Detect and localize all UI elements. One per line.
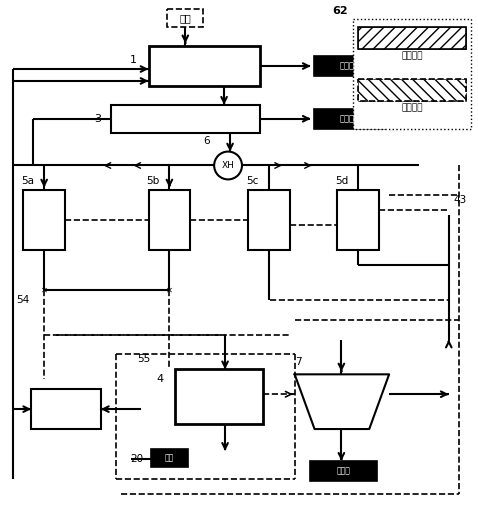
Text: 5b: 5b [147,176,160,187]
Text: 3: 3 [94,114,101,124]
Bar [23,190,65,250]
Bar [31,389,101,429]
Text: ✕: ✕ [41,285,48,294]
Text: 机械功: 机械功 [337,466,350,475]
Bar [358,79,466,101]
Text: 62: 62 [333,6,348,16]
Text: 54: 54 [16,295,30,305]
Bar [111,105,260,133]
Text: ✕: ✕ [166,285,173,294]
Bar [149,46,260,86]
Text: 压缩空气: 压缩空气 [339,114,359,123]
Bar [310,461,377,481]
Bar [149,190,190,250]
Text: 5a: 5a [22,176,34,187]
Bar [358,27,466,49]
Text: 夏季用热: 夏季用热 [401,52,423,61]
Text: 55: 55 [137,354,151,365]
Text: 5c: 5c [246,176,258,187]
Bar [175,370,263,424]
Bar [248,190,290,250]
Bar [358,79,466,101]
Text: 7: 7 [294,357,301,368]
Text: 6: 6 [203,135,210,146]
Bar [337,190,379,250]
Circle shape [214,152,242,179]
Text: 20: 20 [130,454,144,464]
Text: 4: 4 [156,374,163,384]
Text: XH: XH [222,161,235,170]
Text: 43: 43 [454,195,467,205]
Text: 1: 1 [130,55,137,65]
Bar [353,19,471,129]
Bar [358,27,466,49]
Text: 冬季供热: 冬季供热 [401,103,423,113]
Bar [314,56,381,76]
Polygon shape [294,374,389,429]
Text: 燃烧室: 燃烧室 [340,61,355,70]
Bar [167,9,203,27]
Bar [151,449,188,467]
Text: 5d: 5d [336,176,348,187]
Bar [314,109,385,129]
Text: 燃料: 燃料 [179,13,191,23]
Text: 发电: 发电 [165,453,174,462]
